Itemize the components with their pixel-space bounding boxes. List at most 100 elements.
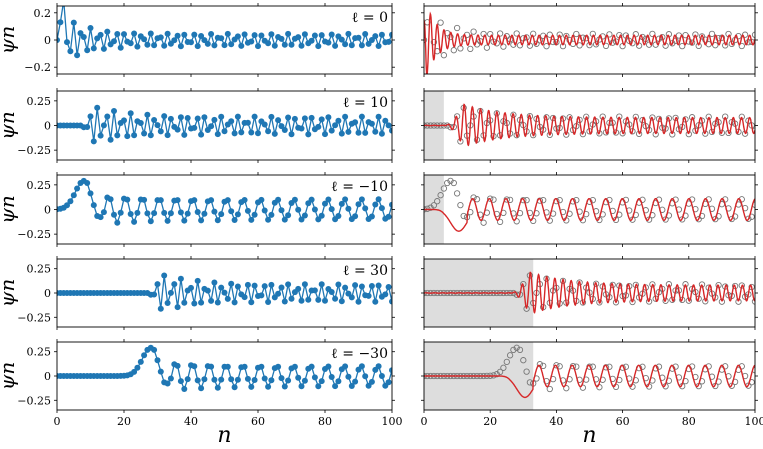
open-point	[679, 42, 686, 50]
data-point	[167, 210, 174, 217]
data-point	[315, 296, 322, 303]
data-point	[141, 36, 148, 43]
data-point	[218, 211, 225, 218]
data-point	[385, 284, 392, 290]
data-point	[265, 299, 272, 305]
data-point	[345, 373, 352, 380]
open-point	[698, 33, 706, 40]
x-tick-label: 0	[54, 415, 61, 428]
data-point	[382, 117, 389, 124]
data-point	[198, 299, 205, 306]
data-point	[228, 208, 235, 215]
data-point	[335, 281, 342, 288]
data-point	[375, 113, 382, 120]
open-point	[695, 42, 702, 50]
data-point	[315, 43, 322, 50]
open-point	[457, 201, 464, 209]
data-point	[258, 196, 265, 203]
data-point	[332, 122, 339, 129]
open-point	[523, 368, 530, 375]
plot-area	[57, 177, 392, 226]
data-point	[271, 130, 278, 137]
data-point	[281, 127, 288, 133]
data-point	[87, 190, 94, 197]
data-point	[144, 41, 151, 48]
data-point	[228, 118, 235, 125]
data-point	[298, 216, 305, 223]
data-point	[318, 212, 325, 219]
data-point	[261, 283, 268, 290]
data-point	[151, 210, 158, 217]
data-point	[77, 30, 84, 37]
data-point	[362, 129, 369, 136]
data-point	[345, 205, 352, 212]
data-point	[389, 31, 392, 38]
data-point	[358, 113, 365, 120]
data-point	[177, 275, 184, 282]
data-point	[389, 127, 392, 134]
data-point	[191, 197, 198, 204]
data-point	[248, 383, 255, 390]
open-point	[424, 36, 428, 44]
axes-frame	[423, 174, 756, 245]
data-point	[244, 207, 251, 214]
data-point	[107, 196, 114, 203]
data-point	[70, 19, 77, 26]
data-point	[104, 113, 111, 120]
data-point	[318, 32, 325, 39]
data-point	[221, 42, 228, 49]
x-tick-label: 80	[682, 415, 696, 428]
open-point	[705, 113, 712, 120]
data-point	[281, 216, 288, 223]
x-tick-label: 0	[421, 415, 428, 428]
open-point	[500, 43, 507, 50]
data-point	[188, 284, 194, 291]
data-point	[248, 299, 255, 306]
data-point	[265, 128, 272, 135]
data-point	[325, 39, 332, 46]
data-point	[244, 119, 251, 126]
open-point	[579, 384, 587, 391]
data-point	[301, 212, 308, 219]
data-point	[291, 196, 298, 203]
data-point	[318, 378, 325, 385]
data-point	[301, 377, 308, 384]
open-point	[702, 36, 709, 43]
data-point	[90, 45, 97, 52]
data-point	[67, 48, 74, 55]
open-point	[629, 298, 636, 306]
data-point	[285, 377, 292, 384]
open-point	[437, 19, 444, 26]
axes-frame	[423, 5, 756, 75]
data-point	[278, 35, 285, 42]
data-point	[311, 32, 318, 39]
open-point	[510, 111, 517, 118]
data-point	[61, 0, 67, 4]
data-point	[342, 363, 349, 370]
data-point	[164, 217, 171, 224]
data-point	[345, 30, 352, 37]
data-point	[84, 47, 91, 54]
x-tick-label: 80	[318, 415, 332, 428]
data-point	[194, 377, 201, 384]
data-point	[328, 206, 335, 213]
data-point	[389, 367, 392, 374]
open-point	[596, 299, 603, 306]
data-point	[378, 130, 385, 137]
y-tick-label: −0.25	[17, 144, 51, 157]
y-tick-label: 0	[44, 120, 51, 133]
open-point	[457, 45, 464, 52]
data-point	[151, 42, 158, 49]
data-point	[127, 211, 134, 217]
data-point	[258, 32, 265, 39]
open-point	[430, 202, 438, 209]
panel-label: ℓ = 0	[352, 10, 388, 26]
data-point	[372, 33, 379, 40]
data-point	[177, 378, 184, 385]
x-tick-label: 20	[483, 415, 497, 428]
data-point	[64, 202, 70, 209]
data-point	[298, 42, 305, 49]
data-point	[271, 42, 278, 49]
data-point	[322, 200, 328, 207]
